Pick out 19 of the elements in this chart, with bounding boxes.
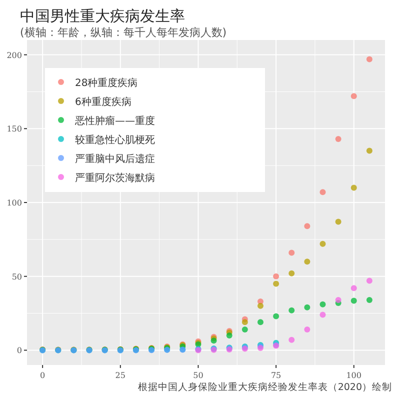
x-tick-label: 25 (115, 371, 126, 380)
y-tick-label: 200 (6, 50, 22, 60)
x-tick-label: 50 (193, 371, 204, 380)
legend-label: 严重脑中风后遗症 (75, 153, 155, 165)
y-tick-label: 150 (6, 124, 22, 134)
x-tick-label: 75 (270, 371, 282, 380)
legend-label: 较重急性心肌梗死 (75, 134, 155, 146)
x-tick-label: 0 (40, 371, 46, 380)
text: 根据中国人身保险业重大疾病经验发生率表（2020）绘制 (138, 381, 392, 393)
y-tick-label: 0 (16, 346, 22, 356)
legend-label: 严重阿尔茨海默病 (75, 172, 155, 184)
y-tick-label: 50 (12, 272, 22, 282)
legend-label: 6种重度疾病 (75, 96, 132, 108)
chart-subtitle: (横轴：年龄，纵轴：每千人每年发病人数) (20, 26, 227, 39)
chart-title: 中国男性重大疾病发生率 (20, 7, 185, 25)
x-tick-label: 100 (346, 371, 362, 380)
legend-label: 恶性肿瘤——重度 (74, 115, 155, 127)
legend-label: 28种重度疾病 (75, 77, 138, 89)
y-tick-label: 100 (6, 198, 22, 208)
